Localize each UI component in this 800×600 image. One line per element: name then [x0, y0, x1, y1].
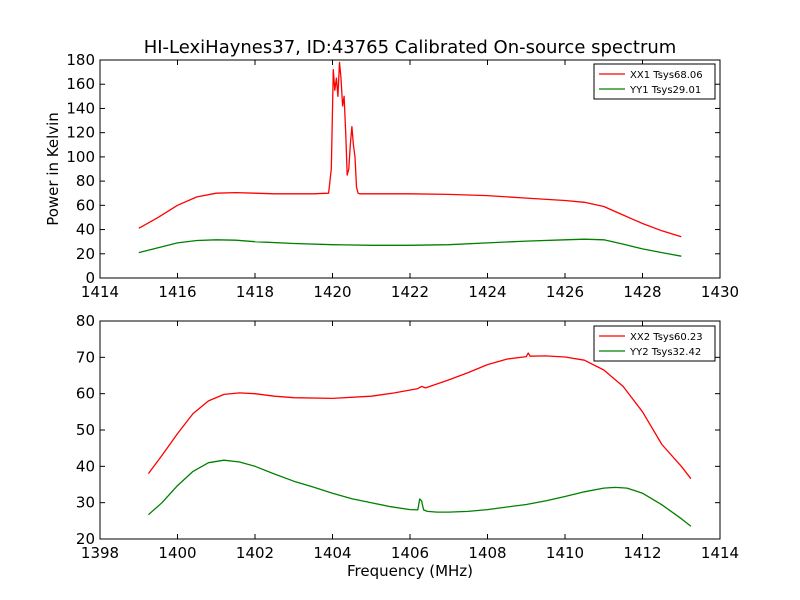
top-y-tick-label: 140 [66, 99, 95, 117]
bottom-y-tick-label: 80 [76, 312, 95, 330]
top-series-line-xx [138, 61, 682, 238]
x-axis-label: Frequency (MHz) [347, 562, 473, 580]
bottom-legend-box [593, 325, 716, 362]
top-x-tick-label: 1418 [236, 283, 274, 301]
bottom-y-tick-label: 70 [76, 348, 95, 366]
bottom-y-tick-label: 20 [76, 530, 95, 548]
top-y-axis-label: Power in Kelvin [44, 112, 62, 226]
top-x-tick-label: 1416 [158, 283, 196, 301]
bottom-x-tick-label: 1408 [468, 544, 506, 562]
top-y-tick-label: 160 [66, 75, 95, 93]
top-y-tick-label: 20 [76, 245, 95, 263]
top-x-tick-label: 1428 [623, 283, 661, 301]
bottom-x-tick-label: 1410 [546, 544, 584, 562]
bottom-y-tick-label: 30 [76, 494, 95, 512]
top-x-tick-label: 1424 [468, 283, 506, 301]
top-y-tick-label: 40 [76, 221, 95, 239]
top-plot-ticks: 1414 1416 1418 1420 1422 1424 1426 1428 1430 0 20 4… [66, 51, 739, 301]
legend-label-yy1: YY1 Tsys29.01 [629, 85, 701, 96]
top-y-tick-label: 0 [85, 269, 95, 287]
bottom-y-tick-label: 40 [76, 457, 95, 475]
bottom-plot-ticks: 1398 1400 1402 1404 1406 1408 1410 1412 1414 20 30… [76, 312, 739, 562]
bottom-y-tick-label: 60 [76, 385, 95, 403]
top-x-tick-label: 1414 [81, 283, 119, 301]
top-x-tick-label: 1420 [313, 283, 351, 301]
bottom-plot: 1398 1400 1402 1404 1406 1408 1410 1412 1414 20 30… [76, 312, 739, 580]
bottom-x-tick-label: 1404 [313, 544, 351, 562]
top-x-tick-label: 1430 [701, 283, 739, 301]
bottom-y-tick-label: 50 [76, 421, 95, 439]
top-plot-series [138, 61, 682, 257]
top-plot: 1414 1416 1418 1420 1422 1424 1426 1428 1430 0 20 4… [44, 51, 739, 301]
bottom-x-tick-label: 1406 [391, 544, 429, 562]
bottom-series-line-xx [147, 352, 692, 480]
bottom-x-tick-label: 1412 [623, 544, 661, 562]
legend-label-xx1: XX1 Tsys68.06 [630, 70, 703, 81]
bottom-x-tick-label: 1402 [236, 544, 274, 562]
legend-label-yy2: YY2 Tsys32.42 [629, 347, 701, 358]
bottom-x-tick-label: 1398 [81, 544, 119, 562]
bottom-legend: XX2 Tsys60.23 YY2 Tsys32.42 [593, 325, 716, 362]
top-legend-box [593, 63, 716, 100]
bottom-plot-series [147, 352, 692, 527]
top-y-tick-label: 120 [66, 124, 95, 142]
top-series-line-yy [138, 238, 682, 257]
top-x-tick-label: 1426 [546, 283, 584, 301]
bottom-x-tick-label: 1414 [701, 544, 739, 562]
bottom-x-tick-label: 1400 [158, 544, 196, 562]
top-y-tick-label: 60 [76, 196, 95, 214]
chart-title: HI-LexiHaynes37, ID:43765 Calibrated On-… [144, 37, 677, 58]
top-y-tick-label: 80 [76, 172, 95, 190]
top-y-tick-label: 100 [66, 148, 95, 166]
top-y-tick-label: 180 [66, 51, 95, 69]
legend-label-xx2: XX2 Tsys60.23 [630, 332, 703, 343]
top-legend: XX1 Tsys68.06 YY1 Tsys29.01 [593, 63, 716, 100]
bottom-series-line-yy [147, 459, 692, 527]
top-x-tick-label: 1422 [391, 283, 429, 301]
